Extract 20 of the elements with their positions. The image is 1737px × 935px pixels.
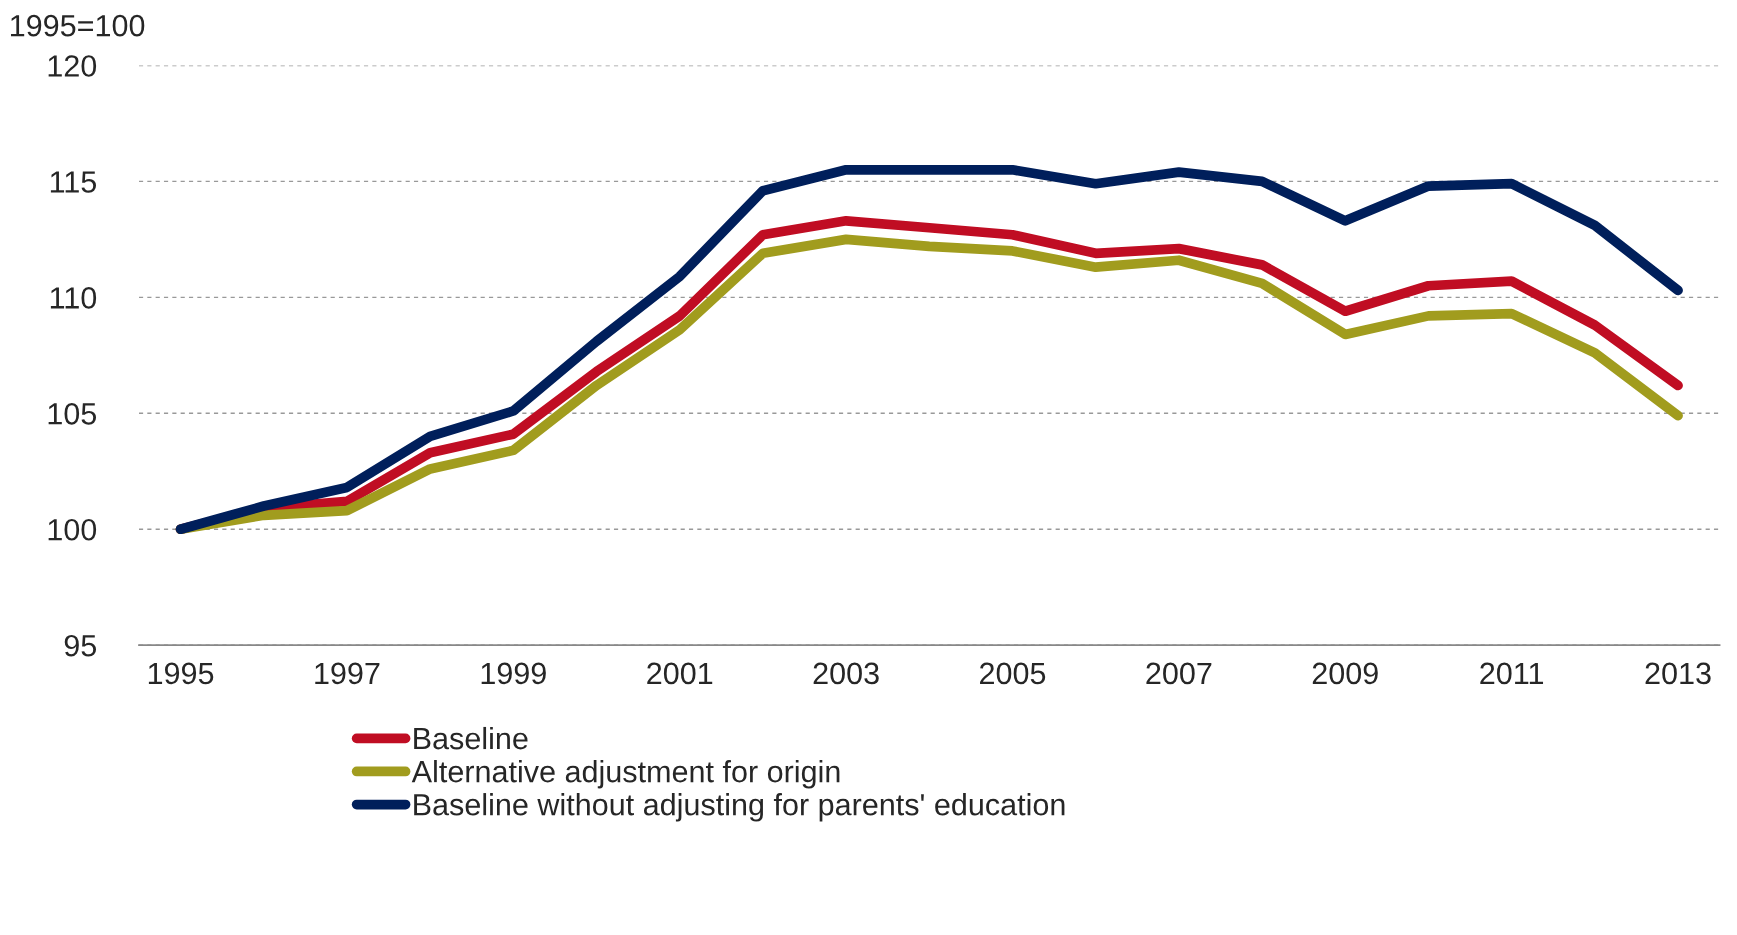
legend-label: Baseline without adjusting for parents' education xyxy=(414,793,1065,822)
x-tick-label: 1995 xyxy=(148,662,214,685)
x-tick-label: 2009 xyxy=(1312,662,1378,685)
x-tick-label: 2001 xyxy=(647,662,713,685)
y-tick-label: 115 xyxy=(50,171,97,193)
y-tick-label: 105 xyxy=(48,403,97,425)
x-tick-label: 2011 xyxy=(1480,662,1544,685)
x-tick-label: 2013 xyxy=(1645,662,1711,685)
y-tick-label: 110 xyxy=(50,287,97,309)
x-tick-label: 2003 xyxy=(813,662,879,685)
y-tick-label: 95 xyxy=(64,634,97,657)
y-axis-title: 1995=100 xyxy=(11,14,145,37)
legend-label: Baseline xyxy=(414,726,528,750)
x-tick-label: 1997 xyxy=(315,662,380,685)
x-tick-label: 1999 xyxy=(481,662,546,685)
legend-label: Alternative adjustment for origin xyxy=(411,760,840,789)
x-tick-label: 2005 xyxy=(980,662,1046,685)
y-tick-label: 100 xyxy=(48,518,97,541)
y-tick-label: 120 xyxy=(48,55,97,77)
x-tick-label: 2007 xyxy=(1146,662,1212,685)
